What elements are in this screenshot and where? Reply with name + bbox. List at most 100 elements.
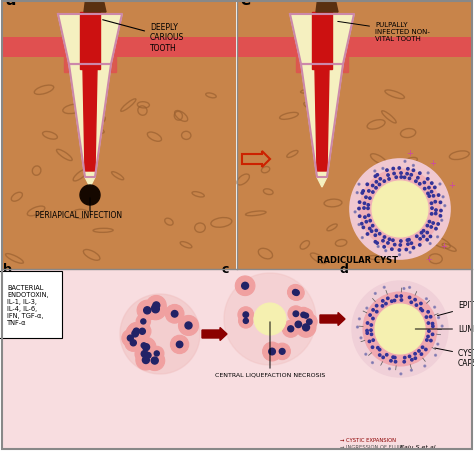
Circle shape: [152, 305, 158, 311]
Circle shape: [372, 185, 374, 187]
Circle shape: [400, 240, 402, 243]
Circle shape: [391, 249, 393, 251]
Circle shape: [428, 187, 430, 189]
Circle shape: [137, 338, 151, 353]
FancyArrow shape: [320, 313, 345, 326]
Circle shape: [288, 326, 294, 332]
Circle shape: [414, 357, 417, 359]
Circle shape: [408, 355, 410, 358]
Circle shape: [134, 323, 151, 340]
Circle shape: [179, 316, 199, 336]
Circle shape: [368, 228, 371, 230]
Circle shape: [439, 215, 442, 217]
Circle shape: [151, 357, 158, 364]
Bar: [2, 2, 236, 269]
Circle shape: [360, 170, 440, 249]
Circle shape: [350, 160, 450, 259]
Circle shape: [378, 233, 381, 235]
Circle shape: [142, 357, 149, 364]
Circle shape: [368, 190, 370, 193]
Circle shape: [385, 354, 388, 356]
Circle shape: [399, 254, 401, 256]
Circle shape: [128, 336, 133, 341]
Circle shape: [363, 207, 365, 210]
Circle shape: [382, 356, 384, 359]
Circle shape: [375, 304, 425, 354]
Circle shape: [420, 232, 423, 235]
Circle shape: [365, 197, 367, 199]
Circle shape: [372, 362, 374, 364]
Circle shape: [358, 184, 360, 186]
Circle shape: [382, 168, 384, 170]
Circle shape: [224, 273, 316, 365]
Circle shape: [307, 319, 312, 325]
Circle shape: [375, 187, 377, 189]
Circle shape: [438, 317, 439, 319]
Circle shape: [419, 173, 421, 175]
Polygon shape: [58, 15, 122, 65]
Circle shape: [425, 349, 427, 351]
Circle shape: [254, 304, 286, 335]
Circle shape: [410, 174, 412, 177]
Circle shape: [387, 298, 389, 300]
Circle shape: [406, 173, 408, 175]
Circle shape: [398, 249, 401, 252]
Circle shape: [421, 310, 424, 312]
Polygon shape: [301, 65, 343, 178]
Text: +: +: [440, 242, 447, 251]
Circle shape: [426, 232, 428, 234]
Circle shape: [395, 295, 398, 298]
Circle shape: [393, 244, 396, 246]
Circle shape: [412, 247, 415, 249]
Circle shape: [377, 347, 379, 349]
Circle shape: [370, 333, 373, 336]
Circle shape: [145, 351, 165, 371]
Circle shape: [389, 368, 391, 370]
Text: +: +: [425, 254, 432, 263]
Circle shape: [296, 318, 316, 337]
Polygon shape: [315, 70, 329, 172]
Circle shape: [388, 239, 391, 241]
Circle shape: [430, 191, 433, 193]
Circle shape: [386, 170, 388, 172]
Circle shape: [444, 205, 446, 207]
Circle shape: [385, 250, 387, 252]
Circle shape: [296, 308, 311, 322]
Circle shape: [146, 299, 163, 317]
Circle shape: [289, 316, 308, 334]
Circle shape: [372, 191, 374, 194]
Circle shape: [399, 244, 401, 247]
Circle shape: [141, 319, 146, 324]
Circle shape: [440, 210, 442, 212]
Circle shape: [430, 226, 432, 229]
Circle shape: [390, 360, 392, 362]
Circle shape: [379, 178, 382, 181]
Circle shape: [366, 308, 368, 309]
Text: → INGRESSION OF FLUID: → INGRESSION OF FLUID: [340, 444, 404, 449]
Circle shape: [371, 346, 374, 349]
Circle shape: [426, 225, 428, 227]
Circle shape: [379, 354, 381, 356]
Circle shape: [420, 353, 423, 355]
Text: RADICULAR CYST: RADICULAR CYST: [318, 255, 399, 264]
Circle shape: [295, 322, 301, 328]
Circle shape: [415, 304, 418, 307]
Circle shape: [441, 326, 443, 327]
Circle shape: [377, 246, 379, 248]
Circle shape: [427, 178, 429, 180]
Circle shape: [403, 361, 405, 363]
Circle shape: [364, 216, 366, 219]
Circle shape: [378, 349, 381, 351]
Circle shape: [427, 336, 429, 338]
Circle shape: [144, 307, 151, 314]
Circle shape: [150, 346, 164, 361]
Circle shape: [366, 330, 368, 332]
Circle shape: [408, 297, 411, 299]
Circle shape: [408, 239, 410, 241]
Circle shape: [354, 212, 356, 213]
Circle shape: [135, 345, 154, 364]
Circle shape: [374, 293, 376, 295]
Circle shape: [418, 350, 420, 352]
Circle shape: [410, 301, 412, 304]
Circle shape: [375, 181, 378, 184]
